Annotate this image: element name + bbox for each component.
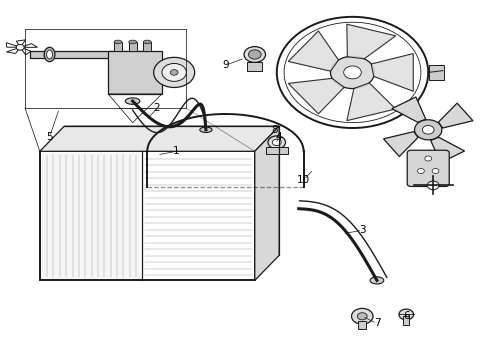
- Bar: [30, 51, 147, 58]
- Polygon shape: [439, 103, 473, 128]
- Circle shape: [170, 69, 178, 75]
- Polygon shape: [431, 137, 465, 163]
- Circle shape: [417, 168, 424, 174]
- Text: 3: 3: [359, 225, 366, 235]
- Text: 4: 4: [276, 132, 283, 142]
- Polygon shape: [40, 126, 279, 151]
- Polygon shape: [288, 78, 344, 114]
- Ellipse shape: [114, 40, 122, 44]
- Bar: [429, 65, 444, 80]
- Bar: [42, 153, 140, 279]
- Circle shape: [154, 57, 195, 87]
- Circle shape: [272, 139, 281, 145]
- Circle shape: [268, 136, 286, 149]
- Ellipse shape: [129, 40, 137, 44]
- Circle shape: [331, 56, 374, 89]
- Ellipse shape: [370, 277, 384, 284]
- Bar: [129, 42, 137, 51]
- Ellipse shape: [47, 50, 52, 59]
- Ellipse shape: [144, 40, 151, 44]
- Bar: [247, 62, 262, 71]
- Circle shape: [422, 126, 434, 134]
- Bar: [266, 147, 288, 154]
- Circle shape: [343, 66, 361, 79]
- Polygon shape: [288, 31, 339, 71]
- Circle shape: [415, 120, 442, 140]
- Circle shape: [427, 181, 439, 190]
- Text: 2: 2: [154, 103, 160, 113]
- Circle shape: [399, 309, 414, 320]
- Circle shape: [244, 46, 266, 62]
- Polygon shape: [255, 126, 279, 280]
- Ellipse shape: [200, 127, 212, 132]
- Text: 9: 9: [222, 60, 229, 70]
- Text: 8: 8: [271, 125, 278, 135]
- Circle shape: [425, 156, 432, 161]
- Ellipse shape: [125, 98, 140, 104]
- FancyBboxPatch shape: [407, 150, 449, 186]
- Circle shape: [351, 309, 373, 324]
- Polygon shape: [347, 24, 396, 59]
- Circle shape: [248, 50, 261, 59]
- Ellipse shape: [44, 47, 55, 62]
- Circle shape: [16, 44, 24, 50]
- Text: 7: 7: [373, 319, 380, 328]
- Text: 1: 1: [173, 146, 180, 156]
- Text: 5: 5: [46, 132, 53, 142]
- Text: 6: 6: [403, 311, 410, 321]
- Polygon shape: [371, 54, 413, 91]
- Bar: [358, 321, 366, 329]
- Polygon shape: [347, 83, 396, 121]
- Polygon shape: [384, 132, 418, 157]
- Circle shape: [162, 63, 186, 81]
- Bar: [403, 316, 409, 325]
- Circle shape: [357, 313, 367, 320]
- Bar: [108, 51, 162, 94]
- Bar: [144, 42, 151, 51]
- Polygon shape: [392, 97, 426, 122]
- Circle shape: [432, 168, 439, 174]
- Text: 10: 10: [297, 175, 310, 185]
- Bar: [114, 42, 122, 51]
